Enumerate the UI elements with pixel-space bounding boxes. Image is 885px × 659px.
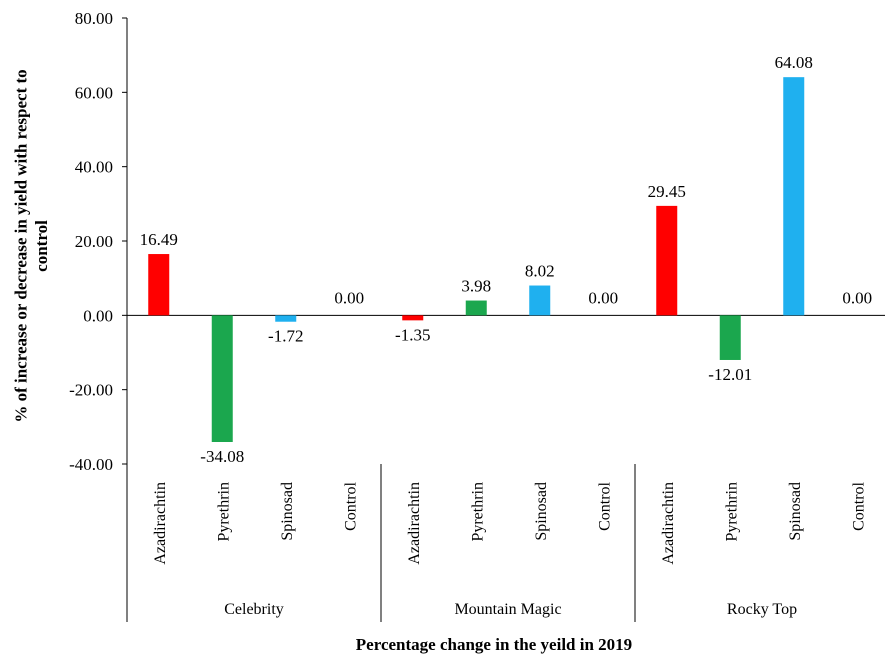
category-label: Pyrethrin — [469, 482, 486, 542]
data-label: -34.08 — [200, 447, 244, 466]
y-tick-label: 40.00 — [75, 158, 113, 177]
category-label: Spinosad — [279, 482, 296, 541]
data-label: -1.35 — [395, 325, 430, 344]
data-label: 29.45 — [648, 182, 686, 201]
bar-pyrethrin — [719, 315, 741, 360]
plot-area: 80.00 60.00 40.00 20.00 0.00 -20.00 -40.00 16.4… — [69, 9, 885, 622]
data-label: 0.00 — [842, 288, 872, 307]
y-tick-label: -20.00 — [69, 381, 113, 400]
y-tick-label: -40.00 — [69, 455, 113, 474]
category-label: Spinosad — [787, 482, 804, 541]
x-axis-title: Percentage change in the yeild in 2019 — [356, 635, 632, 654]
data-label: 8.02 — [525, 262, 555, 281]
bar-spinosad — [275, 315, 297, 322]
bar-pyrethrin — [211, 315, 233, 442]
data-label: -1.72 — [268, 327, 303, 346]
data-label: -12.01 — [708, 365, 752, 384]
group-label: Rocky Top — [727, 601, 797, 618]
data-label: 64.08 — [775, 53, 813, 72]
bar-azadirachtin — [402, 315, 424, 321]
bar-azadirachtin — [656, 205, 678, 316]
category-label: Azadirachtin — [152, 482, 169, 565]
bar-spinosad — [783, 77, 805, 316]
category-label: Control — [342, 481, 359, 530]
category-label: Control — [850, 481, 867, 530]
group-label: Celebrity — [224, 601, 284, 618]
y-axis-title-text: % of increase or decrease in yield with … — [12, 69, 51, 422]
category-label: Azadirachtin — [660, 482, 677, 565]
category-label: Control — [596, 481, 613, 530]
bar-azadirachtin — [148, 254, 170, 316]
category-label: Pyrethrin — [215, 482, 232, 542]
y-axis-title: % of increase or decrease in yield with … — [12, 69, 51, 422]
category-label: Pyrethrin — [723, 482, 740, 542]
y-tick-label: 0.00 — [83, 306, 113, 325]
data-label: 3.98 — [461, 277, 491, 296]
category-label: Spinosad — [533, 482, 550, 541]
y-tick-label: 60.00 — [75, 83, 113, 102]
y-tick-label: 20.00 — [75, 232, 113, 251]
bar-pyrethrin — [465, 300, 487, 316]
category-label: Azadirachtin — [406, 482, 423, 565]
data-label: 0.00 — [334, 288, 364, 307]
data-label: 0.00 — [588, 288, 618, 307]
data-label: 16.49 — [140, 230, 178, 249]
y-axis-title-line-1: % of increase or decrease in yield with … — [12, 69, 31, 422]
bar-spinosad — [529, 285, 551, 316]
y-tick-label: 80.00 — [75, 9, 113, 28]
group-label: Mountain Magic — [454, 601, 561, 618]
y-axis-title-line-2: control — [32, 220, 51, 272]
